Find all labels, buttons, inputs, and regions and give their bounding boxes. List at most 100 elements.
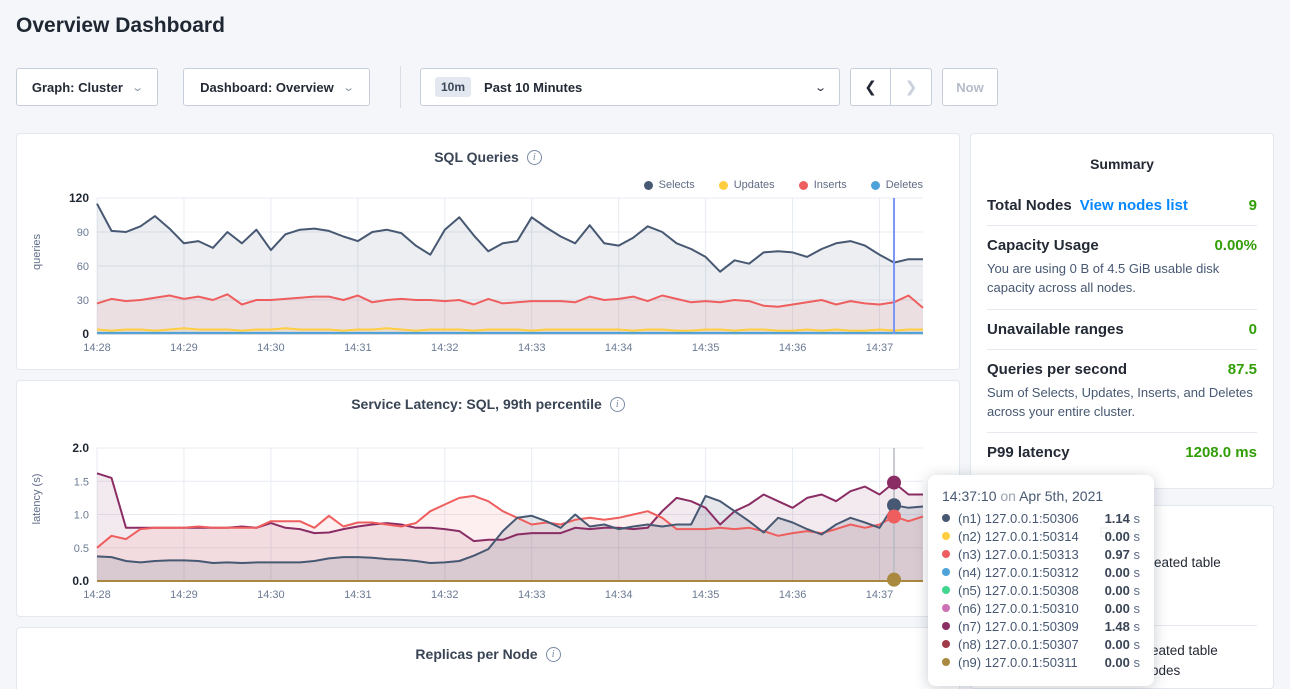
chart-title-service-latency: Service Latency: SQL, 99th percentile [351,396,602,412]
page-title: Overview Dashboard [16,14,225,38]
event-item-fragment: eated table [1151,643,1218,658]
tooltip-node-row: (n8) 127.0.0.1:503070.00 s [942,635,1140,653]
svg-text:14:31: 14:31 [344,589,372,601]
summary-row: Queries per second 87.5 Sum of Selects, Up… [987,349,1257,433]
svg-text:0: 0 [82,327,89,341]
legend-label: Selects [659,179,695,191]
series-color-dot-icon [942,514,950,522]
svg-text:14:33: 14:33 [518,589,546,601]
sql-queries-plot[interactable]: 14:2814:2914:3014:3114:3214:3314:3414:35… [97,198,923,358]
service-latency-plot[interactable]: 14:2814:2914:3014:3114:3214:3314:3414:35… [97,448,923,605]
series-color-dot-icon [942,550,950,558]
tooltip-node-value: 0.00 s [1105,655,1140,670]
now-button[interactable]: Now [942,68,998,106]
legend-item-updates[interactable]: Updates [719,179,775,191]
series-color-dot-icon [942,622,950,630]
service-latency-chart-card: Service Latency: SQL, 99th percentile i … [16,380,960,617]
svg-text:14:28: 14:28 [83,342,111,354]
tooltip-node-value: 0.00 s [1105,529,1140,544]
summary-row-value: 1208.0 ms [1185,444,1257,461]
time-back-button[interactable]: ❮ [851,69,891,105]
legend-dot-icon [799,181,808,190]
series-color-dot-icon [942,640,950,648]
summary-row-value: 87.5 [1228,361,1257,378]
tooltip-node-address: (n5) 127.0.0.1:50308 [958,583,1079,598]
svg-text:14:31: 14:31 [344,342,372,354]
tooltip-node-address: (n8) 127.0.0.1:50307 [958,637,1079,652]
svg-text:1.5: 1.5 [74,476,89,488]
legend-dot-icon [644,181,653,190]
svg-text:14:32: 14:32 [431,589,459,601]
tooltip-node-row: (n9) 127.0.0.1:503110.00 s [942,653,1140,671]
summary-row-label: Capacity Usage [987,237,1099,254]
dashboard-dropdown[interactable]: Dashboard: Overview ⌄ [183,68,370,106]
tooltip-node-row: (n6) 127.0.0.1:503100.00 s [942,599,1140,617]
series-color-dot-icon [942,586,950,594]
info-icon[interactable]: i [527,150,542,165]
tooltip-node-address: (n6) 127.0.0.1:50310 [958,601,1079,616]
summary-row: Capacity Usage0.00%You are using 0 B of … [987,225,1257,309]
tooltip-node-address: (n3) 127.0.0.1:50313 [958,547,1079,562]
legend-label: Updates [734,179,775,191]
series-color-dot-icon [942,568,950,576]
summary-row-value: 0 [1249,321,1257,338]
view-nodes-list-link[interactable]: View nodes list [1080,197,1188,214]
legend-item-selects[interactable]: Selects [644,179,695,191]
time-range-dropdown[interactable]: 10m Past 10 Minutes ⌄ [420,68,840,106]
info-icon[interactable]: i [610,397,625,412]
svg-text:14:37: 14:37 [866,589,894,601]
svg-text:14:35: 14:35 [692,589,720,601]
summary-row-description: Sum of Selects, Updates, Inserts, and De… [987,384,1257,422]
summary-row-label: Queries per second [987,361,1127,378]
svg-text:14:32: 14:32 [431,342,459,354]
graph-dropdown-label: Graph: Cluster [32,80,123,95]
events-divider [1154,625,1257,626]
svg-text:14:28: 14:28 [83,589,111,601]
summary-row: Total NodesView nodes list9 [987,186,1257,225]
svg-text:14:36: 14:36 [779,589,807,601]
legend-item-deletes[interactable]: Deletes [871,179,923,191]
replicas-per-node-chart-card: Replicas per Node i [16,627,960,689]
summary-row: Unavailable ranges0 [987,309,1257,349]
tooltip-node-value: 1.14 s [1105,511,1140,526]
tooltip-node-row: (n1) 127.0.0.1:503061.14 s [942,509,1140,527]
chevron-down-icon: ⌄ [814,81,827,94]
svg-text:0.0: 0.0 [72,574,89,588]
series-color-dot-icon [942,604,950,612]
tooltip-node-row: (n3) 127.0.0.1:50313 0.97 s [942,545,1140,563]
time-forward-button[interactable]: ❯ [891,69,931,105]
chevron-down-icon: ⌄ [131,81,144,94]
svg-text:2.0: 2.0 [72,441,89,455]
tooltip-node-row: (n2) 127.0.0.1:50314 0.00 s [942,527,1140,545]
summary-row: P99 latency1208.0 ms [987,432,1257,472]
svg-text:14:34: 14:34 [605,589,633,601]
y-axis-label-queries: queries [31,233,43,269]
tooltip-node-value: 0.97 s [1105,547,1140,562]
tooltip-node-value: 0.00 s [1105,583,1140,598]
info-icon[interactable]: i [546,647,561,662]
svg-text:1.0: 1.0 [74,510,89,522]
tooltip-node-value: 0.00 s [1105,565,1140,580]
legend-item-inserts[interactable]: Inserts [799,179,847,191]
tooltip-node-address: (n2) 127.0.0.1:50314 [958,529,1079,544]
svg-text:14:29: 14:29 [170,589,198,601]
series-color-dot-icon [942,658,950,666]
summary-title: Summary [987,156,1257,172]
legend-dot-icon [719,181,728,190]
svg-text:0.5: 0.5 [74,543,89,555]
sql-queries-chart-card: SQL Queries i Selects Updates Inserts Delet… [16,133,960,370]
tooltip-node-address: (n4) 127.0.0.1:50312 [958,565,1079,580]
tooltip-node-value: 1.48 s [1105,619,1140,634]
svg-text:60: 60 [77,261,89,273]
chart-title-replicas-per-node: Replicas per Node [415,646,537,662]
time-range-badge: 10m [435,77,471,97]
svg-text:14:30: 14:30 [257,589,285,601]
svg-text:14:34: 14:34 [605,342,633,354]
graph-dropdown[interactable]: Graph: Cluster ⌄ [16,68,158,106]
tooltip-node-address: (n7) 127.0.0.1:50309 [958,619,1079,634]
svg-text:14:36: 14:36 [779,342,807,354]
svg-text:14:29: 14:29 [170,342,198,354]
event-item-fragment: odes [1151,663,1180,678]
chart-title-sql-queries: SQL Queries [434,149,519,165]
dashboard-dropdown-label: Dashboard: Overview [200,80,334,95]
